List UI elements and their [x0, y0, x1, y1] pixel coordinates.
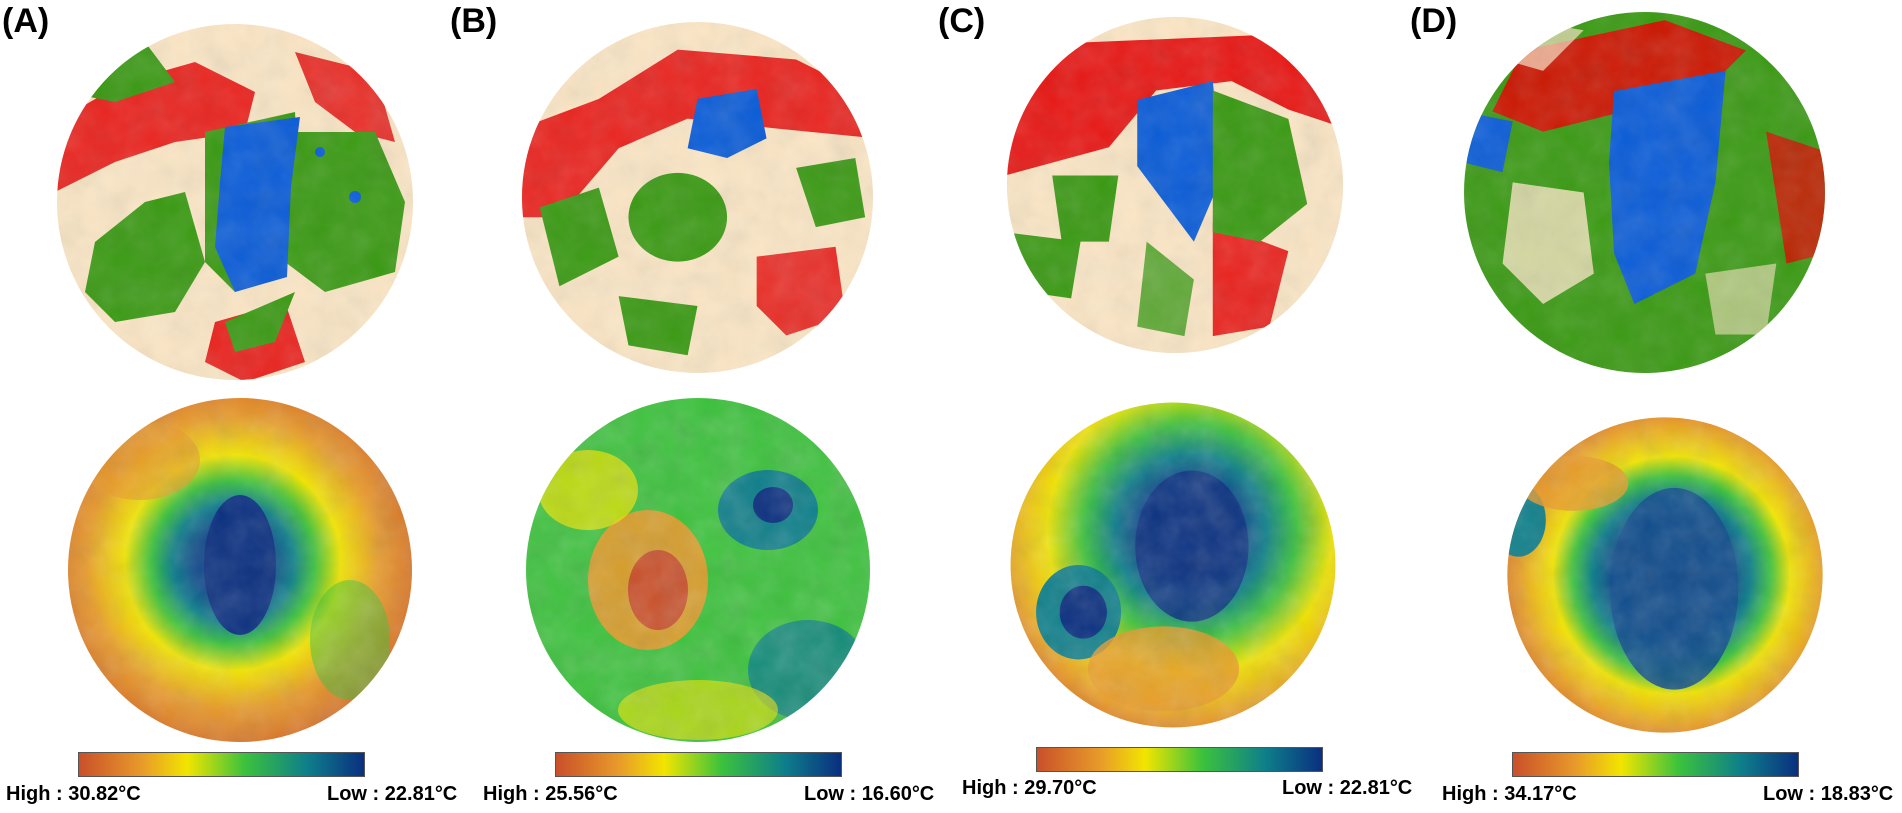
panel-label-d: (D)	[1410, 2, 1458, 40]
temperature-map-a	[68, 398, 412, 742]
temperature-map-d	[1507, 417, 1823, 733]
landcover-map-d	[1464, 12, 1825, 373]
high-label-c: High : 29.70°C	[962, 777, 1097, 799]
high-label-b: High : 25.56°C	[483, 783, 618, 805]
panel-label-b: (B)	[450, 2, 498, 40]
landcover-map-b	[521, 21, 874, 374]
high-label-a: High : 30.82°C	[6, 783, 141, 805]
temperature-map-b	[526, 398, 870, 742]
low-label-b: Low : 16.60°C	[804, 783, 935, 805]
panel-label-a: (A)	[2, 2, 50, 40]
colorbar-a	[78, 752, 365, 777]
low-label-c: Low : 22.81°C	[1282, 777, 1413, 799]
landcover-map-c	[1006, 16, 1344, 354]
colorbar-b	[555, 752, 842, 777]
landcover-map-a	[57, 24, 413, 380]
colorbar-c	[1036, 747, 1323, 772]
low-label-d: Low : 18.83°C	[1763, 783, 1894, 805]
temperature-map-c	[1010, 402, 1336, 728]
high-label-d: High : 34.17°C	[1442, 783, 1577, 805]
colorbar-d	[1512, 752, 1799, 777]
panel-label-c: (C)	[938, 2, 986, 40]
low-label-a: Low : 22.81°C	[327, 783, 458, 805]
